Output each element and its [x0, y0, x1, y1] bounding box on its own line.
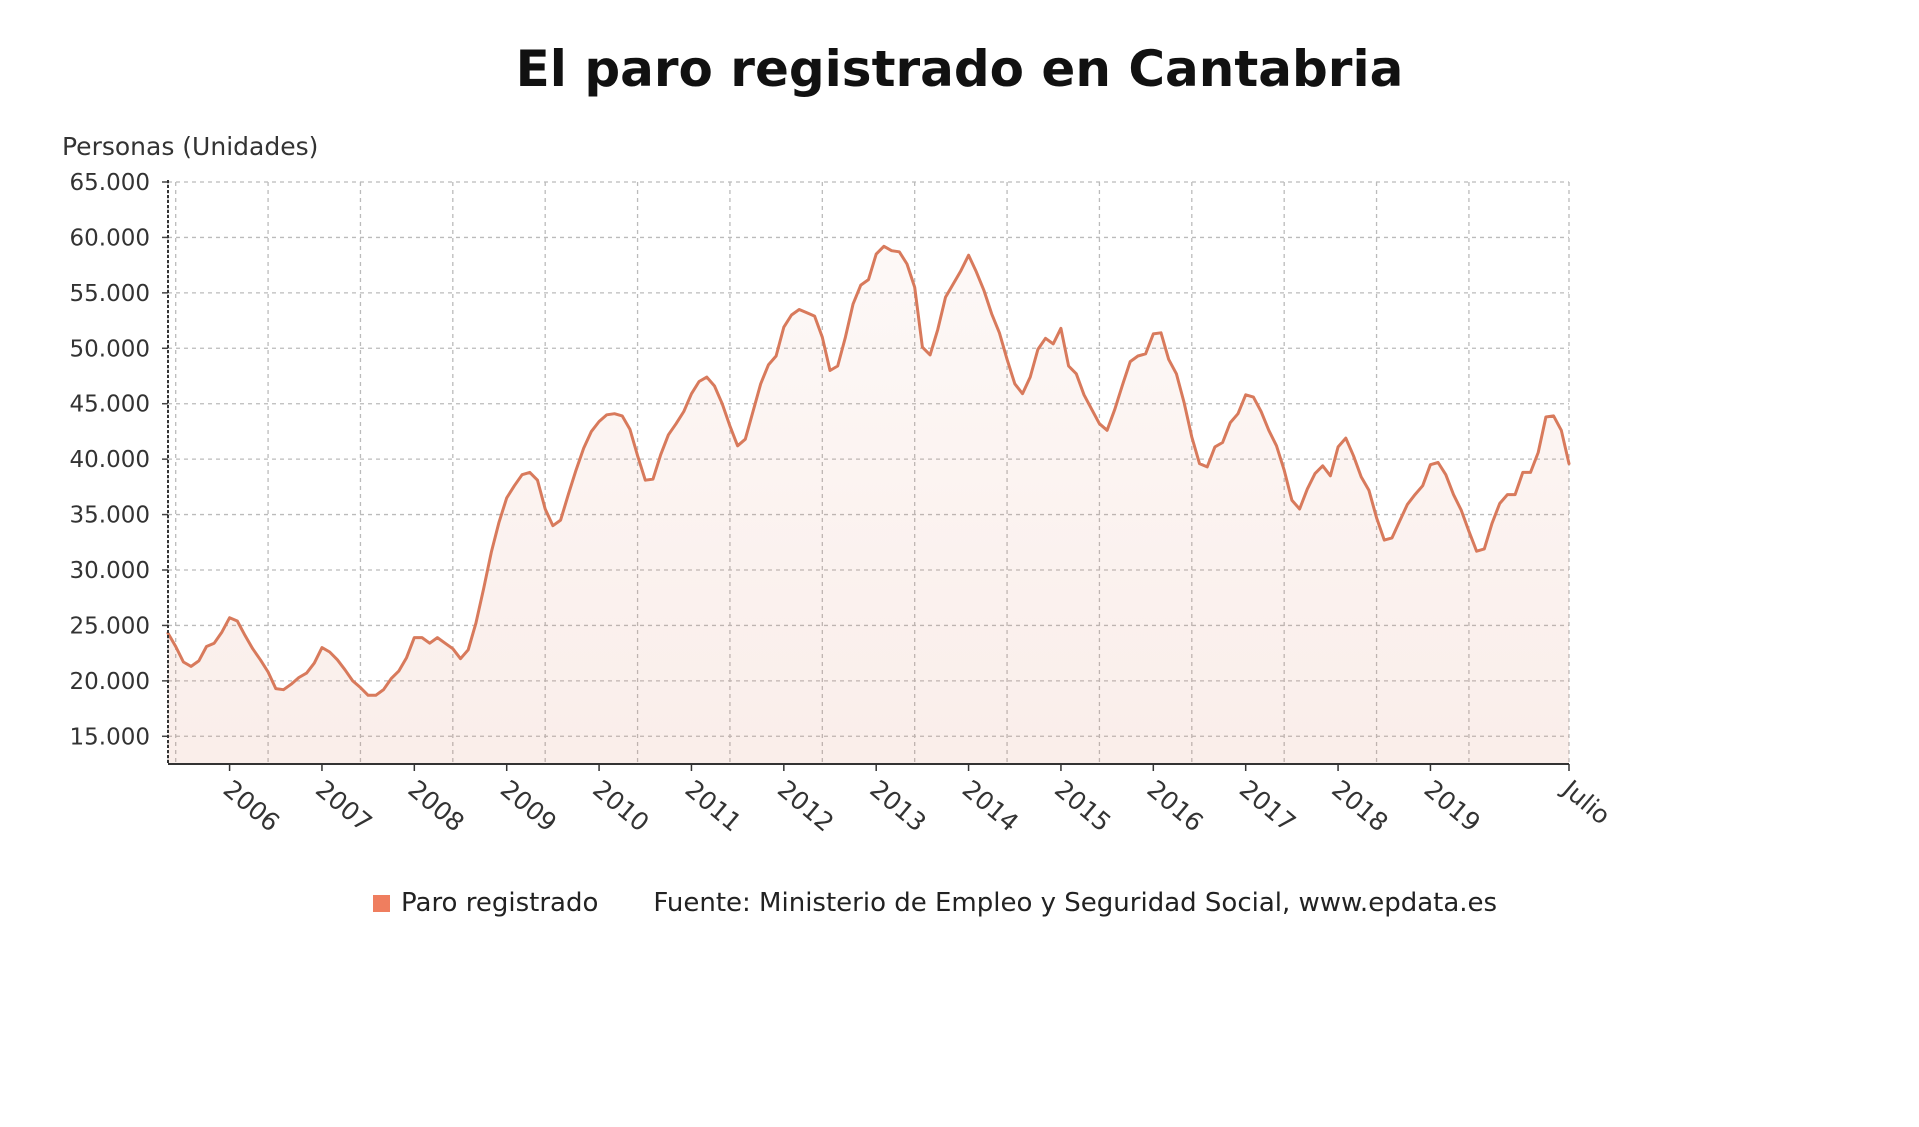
- x-axis: 2006 2007 2008 2009 2010 2011 2012 2013 2014 2015…: [218, 773, 1616, 837]
- x-tick-label: 2006: [218, 774, 285, 837]
- y-tick-label: 45.000: [70, 392, 150, 418]
- x-tick-label: 2011: [680, 774, 747, 837]
- legend-series-label: Paro registrado: [401, 888, 599, 918]
- x-tick-label: 2019: [1419, 774, 1486, 837]
- y-tick-label: 25.000: [70, 613, 150, 639]
- x-tick-label: Julio: [1556, 773, 1616, 830]
- y-tick-label: 50.000: [70, 336, 150, 362]
- x-tick-label: 2015: [1049, 774, 1116, 837]
- x-tick-label: 2016: [1141, 774, 1208, 837]
- y-tick-label: 20.000: [70, 669, 150, 695]
- x-tick-label: 2013: [864, 774, 931, 837]
- source-text: Fuente: Ministerio de Empleo y Seguridad…: [653, 888, 1498, 918]
- x-tick-label: 2012: [772, 774, 839, 837]
- chart-title: El paro registrado en Cantabria: [515, 40, 1404, 98]
- y-tick-label: 15.000: [70, 724, 150, 750]
- x-tick-label: 2007: [310, 774, 377, 837]
- x-tick-label: 2017: [1234, 774, 1301, 837]
- axes-layer: [162, 180, 1570, 771]
- x-tick-label: 2009: [495, 774, 562, 837]
- y-tick-label: 35.000: [70, 503, 150, 529]
- y-tick-label: 55.000: [70, 281, 150, 307]
- legend-swatch: [373, 894, 390, 912]
- x-tick-label: 2014: [957, 774, 1024, 837]
- y-tick-label: 65.000: [70, 170, 150, 196]
- y-tick-label: 40.000: [70, 447, 150, 473]
- y-axis: 15.000 20.000 25.000 30.000 35.000 40.000 45.0…: [70, 170, 150, 750]
- x-tick-label: 2010: [587, 774, 654, 837]
- y-tick-label: 60.000: [70, 225, 150, 251]
- y-tick-label: 30.000: [70, 558, 150, 584]
- series-line: [166, 244, 1571, 697]
- legend: Paro registrado Fuente: Ministerio de Em…: [373, 888, 1497, 918]
- x-tick-label: 2018: [1326, 774, 1393, 837]
- y-axis-label: Personas (Unidades): [62, 132, 318, 161]
- x-tick-label: 2008: [402, 774, 469, 837]
- series-area: [168, 246, 1569, 765]
